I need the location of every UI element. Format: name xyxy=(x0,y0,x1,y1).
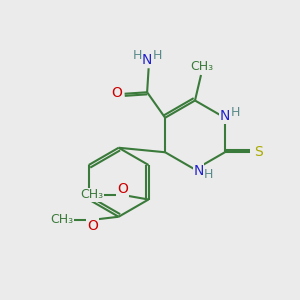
Text: H: H xyxy=(204,168,213,182)
Text: CH₃: CH₃ xyxy=(80,188,104,202)
Text: O: O xyxy=(117,182,128,196)
Text: S: S xyxy=(254,145,263,159)
Text: O: O xyxy=(87,219,98,233)
Text: N: N xyxy=(142,53,152,67)
Text: O: O xyxy=(111,86,122,100)
Text: CH₃: CH₃ xyxy=(190,60,213,73)
Text: H: H xyxy=(152,49,162,62)
Text: CH₃: CH₃ xyxy=(51,213,74,226)
Text: N: N xyxy=(220,109,230,123)
Text: H: H xyxy=(231,106,240,119)
Text: H: H xyxy=(133,49,142,62)
Text: N: N xyxy=(194,164,204,178)
